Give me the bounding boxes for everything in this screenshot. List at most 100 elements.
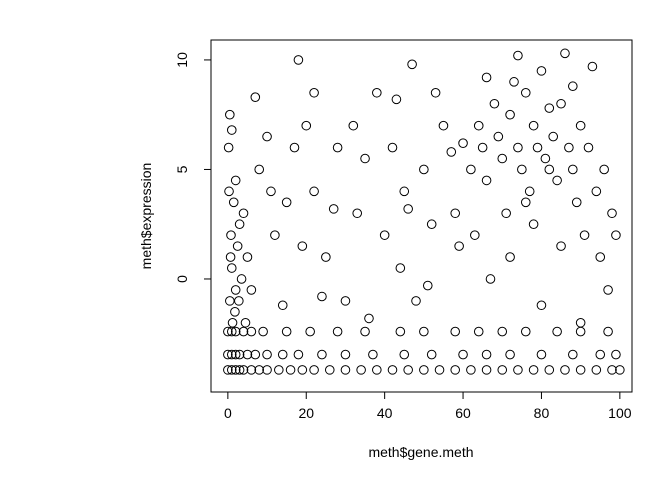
point xyxy=(544,365,555,375)
point xyxy=(513,50,523,61)
point xyxy=(379,230,390,240)
point xyxy=(391,94,402,105)
point xyxy=(368,349,378,360)
x-axis-label: meth$gene.meth xyxy=(368,444,473,460)
point xyxy=(422,280,433,291)
point xyxy=(528,120,539,131)
point xyxy=(293,349,304,360)
point xyxy=(450,365,461,375)
point xyxy=(223,142,234,153)
point xyxy=(332,326,343,337)
point xyxy=(340,296,351,306)
point xyxy=(556,98,566,109)
point xyxy=(454,241,464,251)
point xyxy=(234,219,245,230)
point xyxy=(236,274,247,284)
y-tick-label: 5 xyxy=(174,165,190,173)
point xyxy=(544,103,555,113)
point xyxy=(587,61,598,72)
point xyxy=(228,197,239,208)
point xyxy=(575,326,586,337)
point xyxy=(505,109,515,120)
point xyxy=(348,120,359,131)
point xyxy=(481,175,492,186)
point xyxy=(458,349,468,360)
point xyxy=(225,109,235,120)
point xyxy=(309,87,319,98)
point xyxy=(225,252,236,262)
point xyxy=(356,365,366,375)
point xyxy=(250,92,261,102)
point xyxy=(246,365,257,375)
point xyxy=(419,365,429,375)
point xyxy=(277,349,288,360)
point xyxy=(289,142,300,153)
point xyxy=(489,98,500,109)
point xyxy=(473,326,484,337)
point xyxy=(399,349,410,360)
point xyxy=(297,241,308,251)
point xyxy=(321,252,331,262)
point xyxy=(520,197,531,208)
point xyxy=(266,186,276,197)
point xyxy=(372,87,382,98)
point xyxy=(285,365,296,375)
point xyxy=(419,164,429,175)
point xyxy=(274,365,284,375)
x-tick-label: 80 xyxy=(534,405,550,421)
point xyxy=(403,204,413,214)
point xyxy=(568,81,578,92)
point xyxy=(277,300,288,311)
point xyxy=(501,208,511,219)
point xyxy=(340,365,351,375)
point xyxy=(509,77,519,87)
point xyxy=(230,307,240,317)
point xyxy=(430,87,441,98)
plot-frame xyxy=(210,39,633,393)
point xyxy=(548,131,559,142)
y-tick-label: 10 xyxy=(174,52,190,68)
point xyxy=(407,59,417,70)
point xyxy=(603,285,613,295)
point xyxy=(234,349,245,360)
x-tick-label: 20 xyxy=(298,405,314,421)
point xyxy=(309,365,319,375)
point xyxy=(595,349,606,360)
point xyxy=(232,241,243,251)
point xyxy=(481,72,492,83)
point xyxy=(544,164,555,175)
point xyxy=(242,252,253,262)
point xyxy=(513,142,523,153)
point xyxy=(332,142,343,153)
point xyxy=(611,230,621,240)
point xyxy=(520,326,531,337)
point xyxy=(395,263,406,273)
point xyxy=(399,186,410,197)
point xyxy=(575,365,586,375)
x-tick-label: 100 xyxy=(608,405,632,421)
point xyxy=(223,349,233,360)
point xyxy=(364,313,374,324)
point xyxy=(520,87,531,98)
point xyxy=(258,326,268,337)
point xyxy=(450,208,461,219)
point xyxy=(540,153,551,164)
point xyxy=(434,365,445,375)
point xyxy=(317,291,327,302)
point xyxy=(246,326,257,337)
point xyxy=(328,204,339,214)
point xyxy=(446,147,457,157)
point xyxy=(262,131,272,142)
point xyxy=(250,349,261,360)
point xyxy=(599,164,609,175)
point xyxy=(262,349,272,360)
point xyxy=(458,138,468,148)
point xyxy=(568,349,578,360)
x-tick-label: 60 xyxy=(455,405,471,421)
y-axis-label: meth$expression xyxy=(138,163,154,270)
point xyxy=(309,186,319,197)
point xyxy=(352,208,363,219)
point xyxy=(583,142,594,153)
point xyxy=(230,365,241,375)
